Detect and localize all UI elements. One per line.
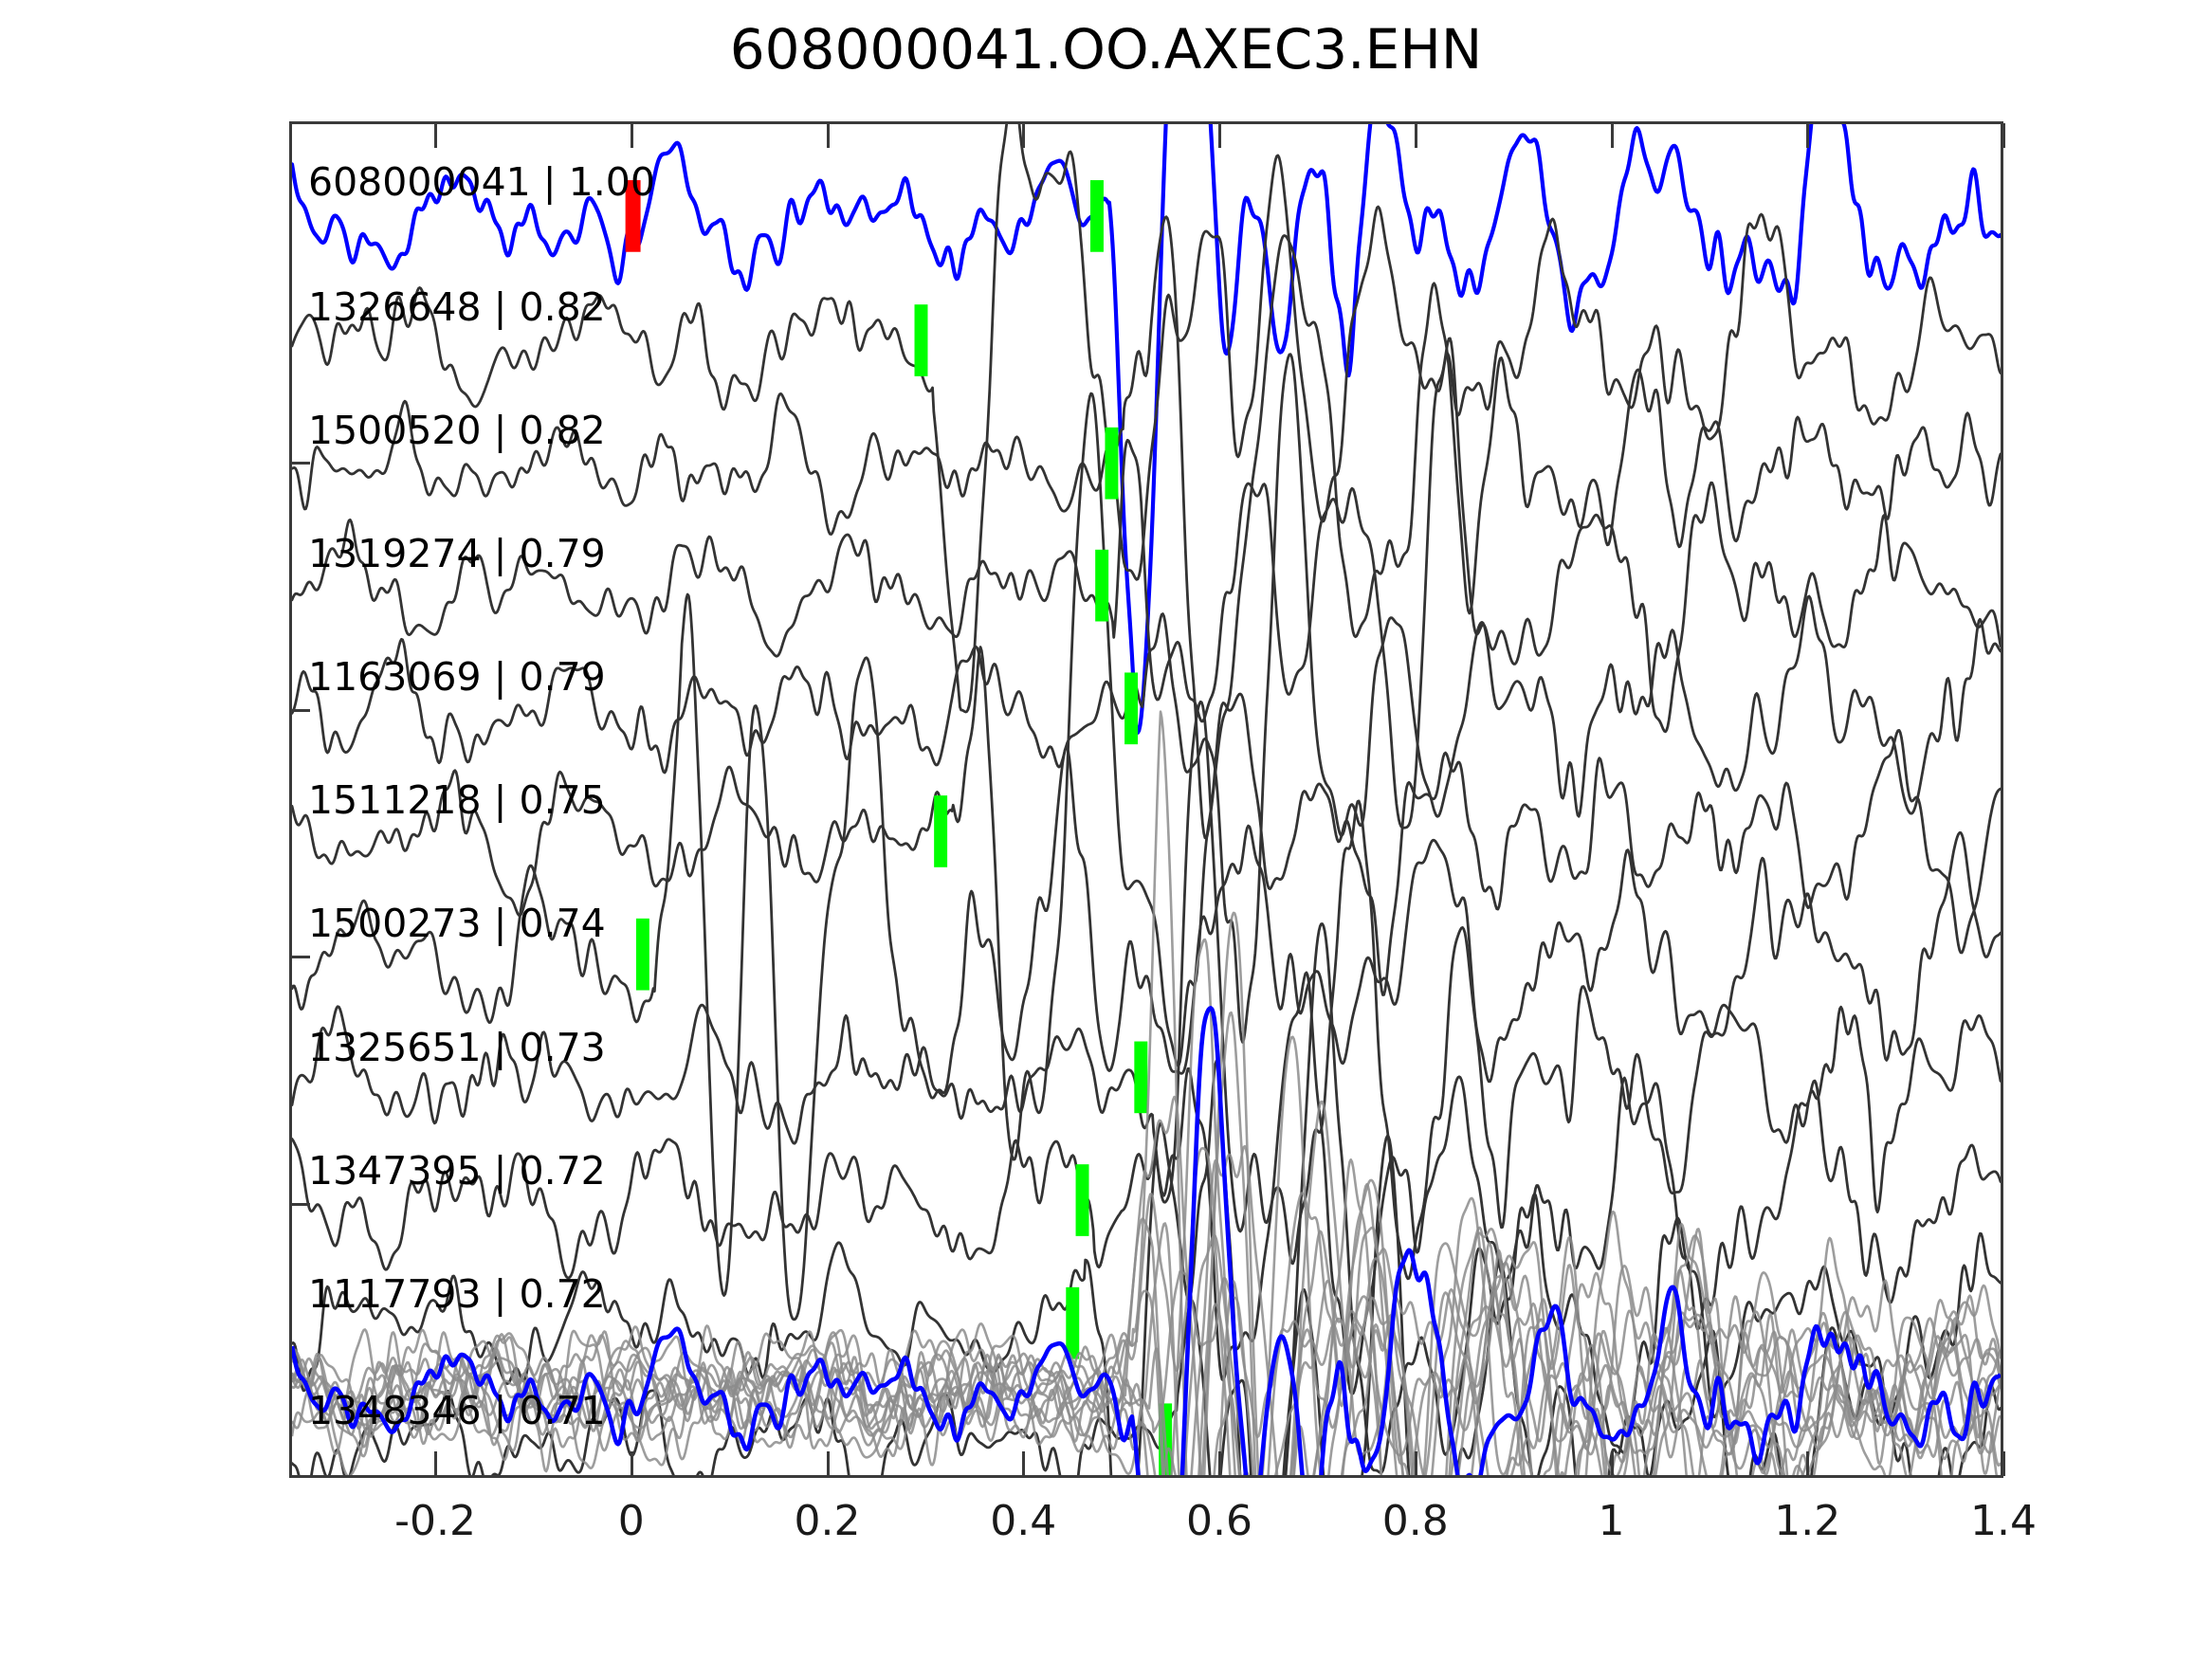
x-axis-tick-label: 0.2 [794, 1497, 861, 1545]
pick-marker-detection [635, 918, 649, 991]
waveform-trace [292, 337, 2001, 830]
trace-label: 1325651 | 0.73 [308, 1024, 606, 1070]
y-axis-tick [289, 708, 310, 712]
waveform-trace [292, 392, 2001, 1161]
x-axis-tick [1218, 1451, 1221, 1476]
x-axis-tick-top [1218, 123, 1221, 148]
x-axis-tick [1414, 1451, 1417, 1476]
x-axis-tick-label: 0.6 [1186, 1497, 1252, 1545]
x-axis-tick-label: -0.2 [394, 1497, 476, 1545]
pick-marker-detection [1095, 549, 1109, 622]
trace-label: 1319274 | 0.79 [308, 530, 606, 576]
x-axis-tick-label: 1 [1598, 1497, 1625, 1545]
x-axis-tick-top [1414, 123, 1417, 148]
pick-marker-detection [1075, 1164, 1089, 1236]
x-axis-tick-label: 1.4 [1970, 1497, 2037, 1545]
stack-trace-gray [292, 1011, 2001, 1475]
trace-label: 1117793 | 0.72 [308, 1271, 606, 1318]
trace-label: 1511218 | 0.75 [308, 777, 606, 824]
pick-marker-detection [1134, 1041, 1148, 1114]
waveform-trace [292, 971, 2001, 1395]
x-axis-tick-top [434, 123, 438, 148]
x-axis-tick-top [1806, 123, 1810, 148]
y-axis-tick [289, 956, 310, 959]
trace-label: 1500520 | 0.82 [308, 408, 606, 454]
stack-trace-gray [292, 1144, 2001, 1475]
x-axis-tick [434, 1451, 438, 1476]
y-axis-tick [289, 462, 310, 465]
waveform-trace [292, 215, 2001, 840]
waveform-trace [292, 592, 2001, 1322]
pick-marker-detection [1066, 1286, 1080, 1359]
pick-marker-detection [1089, 180, 1104, 252]
x-axis-tick [826, 1451, 830, 1476]
x-axis-tick-top [1610, 123, 1614, 148]
trace-label: 608000041 | 1.00 [308, 159, 655, 206]
trace-label: 1500273 | 0.74 [308, 901, 606, 947]
trace-label: 1163069 | 0.79 [308, 653, 606, 700]
pick-marker-detection [1105, 427, 1119, 500]
trace-label: 1348346 | 0.71 [308, 1388, 606, 1434]
y-axis-tick [289, 1202, 310, 1206]
trace-label: 1326648 | 0.82 [308, 283, 606, 330]
pick-marker-template [625, 180, 641, 252]
x-axis-tick-label: 0.8 [1381, 1497, 1449, 1545]
stack-trace-template [292, 1006, 2001, 1475]
stack-trace-gray [292, 1178, 2001, 1475]
x-axis-tick [2002, 1451, 2005, 1476]
x-axis-tick-top [2002, 123, 2005, 148]
waveform-trace [292, 353, 2001, 1044]
plot-area [289, 121, 2003, 1478]
x-axis-tick-top [1022, 123, 1026, 148]
x-axis-tick-label: 1.2 [1774, 1497, 1841, 1545]
stack-trace-gray [292, 1192, 2001, 1475]
x-axis-tick [630, 1451, 633, 1476]
x-axis-tick-top [826, 123, 830, 148]
waveform-trace [292, 124, 2001, 714]
page-title: 608000041.OO.AXEC3.EHN [729, 17, 1483, 82]
x-axis-tick-label: 0.4 [990, 1497, 1057, 1545]
waveform-canvas [292, 124, 2001, 1475]
x-axis-tick [1610, 1451, 1614, 1476]
pick-marker-detection [914, 304, 928, 376]
x-axis-tick-label: 0 [617, 1497, 645, 1545]
waveform-trace [292, 124, 2001, 735]
x-axis-tick [1806, 1451, 1810, 1476]
trace-label: 1347395 | 0.72 [308, 1147, 606, 1194]
x-axis-tick [1022, 1451, 1026, 1476]
x-axis-tick-top [630, 123, 633, 148]
pick-marker-detection [1124, 672, 1139, 745]
pick-marker-detection [934, 795, 948, 867]
